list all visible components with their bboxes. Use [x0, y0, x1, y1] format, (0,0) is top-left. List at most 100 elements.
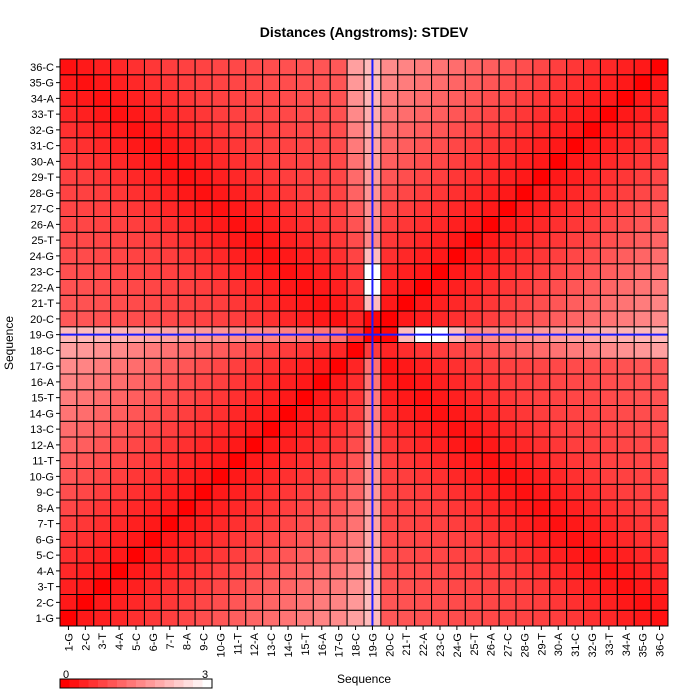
heatmap-cell — [498, 105, 517, 123]
heatmap-cell — [76, 405, 95, 422]
heatmap-cell — [262, 452, 281, 469]
heatmap-cell — [127, 515, 145, 532]
heatmap-cell — [312, 357, 331, 375]
heatmap-cell — [295, 58, 314, 76]
heatmap-cell — [59, 546, 78, 564]
heatmap-cell — [414, 137, 433, 154]
heatmap-cell — [194, 546, 213, 564]
heatmap-cell — [194, 499, 213, 517]
heatmap-cell — [228, 90, 247, 107]
heatmap-cell — [397, 342, 416, 359]
x-tick-label: 3-T — [97, 633, 109, 650]
heatmap-cell — [414, 263, 433, 280]
x-tick-label: 9-C — [199, 633, 211, 651]
heatmap-cell — [211, 231, 230, 249]
heatmap-cell — [633, 436, 652, 454]
heatmap-cell — [481, 168, 500, 186]
heatmap-cell — [431, 279, 449, 296]
heatmap-cell — [431, 420, 449, 438]
heatmap-cell — [127, 310, 145, 328]
heatmap-cell — [228, 342, 247, 359]
heatmap-cell — [633, 310, 652, 328]
heatmap-cell — [549, 137, 568, 154]
heatmap-cell — [127, 58, 145, 76]
heatmap-cell — [245, 483, 264, 501]
heatmap-cell — [194, 594, 213, 611]
heatmap-cell — [312, 121, 331, 139]
heatmap-cell — [650, 389, 669, 406]
heatmap-cell — [464, 578, 483, 595]
heatmap-cell — [262, 153, 281, 170]
heatmap-cell — [447, 74, 466, 91]
heatmap-cell — [346, 452, 365, 469]
heatmap-cell — [279, 216, 297, 233]
heatmap-cell — [312, 231, 331, 249]
heatmap-cell — [93, 184, 112, 202]
heatmap-cell — [650, 231, 669, 249]
heatmap-cell — [650, 499, 669, 517]
heatmap-cell — [498, 578, 517, 595]
heatmap-cell — [650, 420, 669, 438]
heatmap-cell — [76, 184, 95, 202]
heatmap-cell — [380, 499, 399, 517]
heatmap-cell — [228, 58, 247, 76]
heatmap-cell — [380, 483, 399, 501]
heatmap-cell — [447, 436, 466, 454]
heatmap-cell — [532, 452, 551, 469]
heatmap-cell — [279, 373, 297, 391]
heatmap-cell — [414, 216, 433, 233]
heatmap-cell — [650, 578, 669, 595]
heatmap-cell — [633, 357, 652, 375]
heatmap-cell — [312, 531, 331, 548]
heatmap-cell — [194, 153, 213, 170]
heatmap-cell — [532, 216, 551, 233]
heatmap-cell — [583, 90, 601, 107]
heatmap-cell — [464, 405, 483, 422]
heatmap-cell — [397, 468, 416, 485]
heatmap-cell — [515, 609, 534, 627]
heatmap-cell — [397, 499, 416, 517]
heatmap-cell — [447, 231, 466, 249]
heatmap-cell — [279, 105, 297, 123]
heatmap-cell — [110, 342, 129, 359]
heatmap-cell — [447, 594, 466, 611]
heatmap-cell — [498, 389, 517, 406]
heatmap-cell — [397, 58, 416, 76]
heatmap-cell — [498, 562, 517, 580]
heatmap-cell — [549, 231, 568, 249]
heatmap-cell — [532, 137, 551, 154]
heatmap-cell — [59, 373, 78, 391]
heatmap-cell — [599, 562, 618, 580]
heatmap-cell — [397, 389, 416, 406]
heatmap-cell — [127, 546, 145, 564]
heatmap-cell — [143, 74, 162, 91]
heatmap-cell — [633, 452, 652, 469]
heatmap-cell — [245, 515, 264, 532]
heatmap-cell — [110, 168, 129, 186]
heatmap-cell — [211, 468, 230, 485]
heatmap-cell — [59, 562, 78, 580]
heatmap-cell — [177, 531, 196, 548]
heatmap-cell — [295, 105, 314, 123]
heatmap-cell — [295, 342, 314, 359]
heatmap-cell — [194, 74, 213, 91]
heatmap-cell — [160, 405, 179, 422]
heatmap-cell — [515, 483, 534, 501]
heatmap-cell — [346, 342, 365, 359]
heatmap-cell — [447, 279, 466, 296]
heatmap-cell — [380, 263, 399, 280]
heatmap-cell — [447, 247, 466, 265]
y-tick-label: 30-A — [31, 156, 55, 168]
highlight-lines — [60, 59, 668, 626]
heatmap-cell — [143, 357, 162, 375]
heatmap-cell — [498, 58, 517, 76]
heatmap-cell — [329, 121, 348, 139]
heatmap-cell — [76, 373, 95, 391]
heatmap-cell — [211, 515, 230, 532]
y-tick-label: 18-C — [30, 345, 54, 357]
heatmap-cell — [481, 200, 500, 217]
heatmap-cell — [397, 373, 416, 391]
heatmap-cell — [380, 216, 399, 233]
heatmap-cell — [431, 216, 449, 233]
heatmap-cell — [143, 231, 162, 249]
